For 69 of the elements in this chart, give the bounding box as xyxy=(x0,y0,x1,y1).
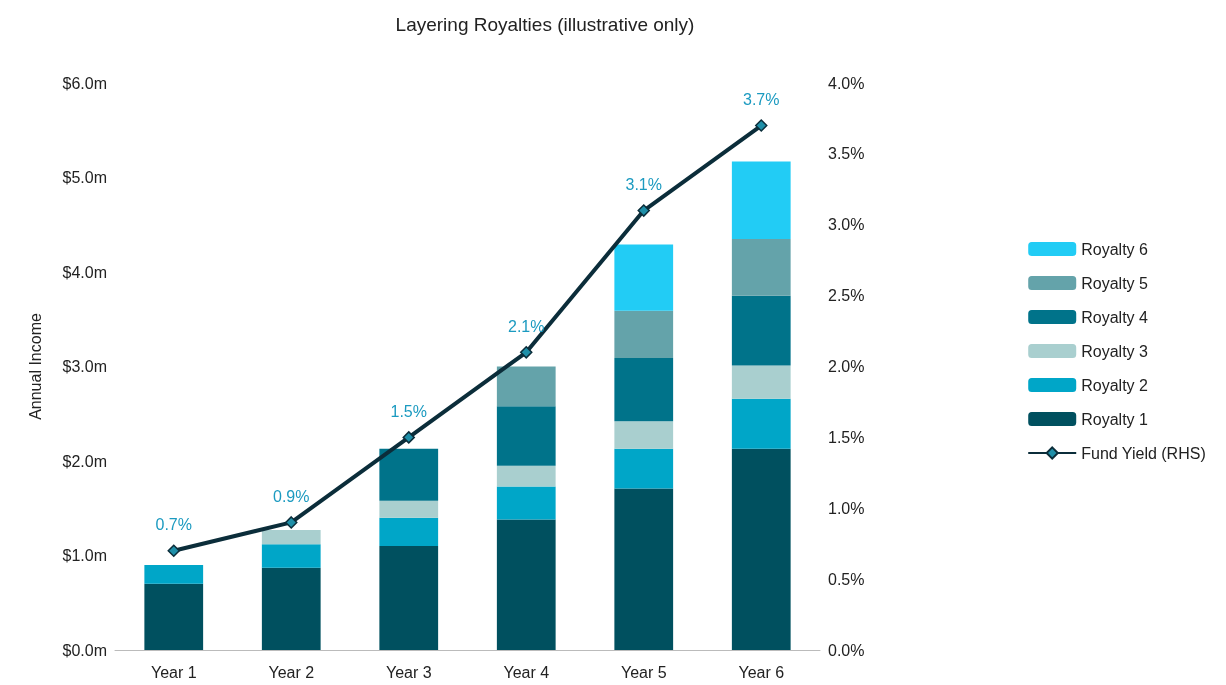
y-tick-label: $1.0m xyxy=(62,547,107,564)
bar xyxy=(614,358,674,422)
bar xyxy=(496,519,556,650)
bar xyxy=(261,544,321,568)
legend-label: Royalty 6 xyxy=(1081,240,1149,258)
y-axis-title: Annual Income xyxy=(26,313,44,420)
bar xyxy=(731,295,791,366)
bar xyxy=(379,546,439,650)
y-tick-label: $0.0m xyxy=(62,641,107,659)
legend-label: Royalty 5 xyxy=(1081,274,1149,292)
y2-tick-label: 3.5% xyxy=(828,145,865,163)
bar xyxy=(614,488,674,650)
y2-tick-label: 3.0% xyxy=(828,216,865,234)
y2-tick-label: 0.5% xyxy=(828,570,865,588)
bar xyxy=(144,564,204,584)
data-label: 3.1% xyxy=(625,175,662,193)
x-tick-label: Year 3 xyxy=(385,663,432,681)
y-tick-label: $5.0m xyxy=(62,169,107,186)
bar xyxy=(496,465,556,487)
x-tick-label: Year 1 xyxy=(150,663,197,681)
legend-label: Royalty 4 xyxy=(1081,308,1149,326)
y2-tick-label: 1.0% xyxy=(828,499,865,517)
bar xyxy=(731,448,791,650)
bar xyxy=(614,244,674,311)
legend-label: Royalty 2 xyxy=(1081,376,1149,394)
data-label: 3.7% xyxy=(743,90,780,108)
point xyxy=(520,346,533,359)
bar xyxy=(614,448,674,489)
data-label: 1.5% xyxy=(390,402,427,420)
bar xyxy=(379,500,439,518)
data-label: 0.9% xyxy=(273,487,310,505)
x-tick-label: Year 4 xyxy=(503,663,550,681)
data-label: 2.1% xyxy=(508,317,545,335)
point xyxy=(285,516,298,529)
y-tick-label: $6.0m xyxy=(62,74,107,92)
x-tick-label: Year 6 xyxy=(738,663,785,681)
bar xyxy=(261,529,321,545)
bar xyxy=(731,238,791,296)
y-tick-label: $3.0m xyxy=(62,358,107,375)
y2-tick-label: 4.0% xyxy=(828,74,865,92)
bar xyxy=(496,486,556,520)
legend-label: Fund Yield (RHS) xyxy=(1081,444,1206,462)
y2-tick-label: 1.5% xyxy=(828,428,865,446)
bar xyxy=(614,310,674,358)
bar xyxy=(496,406,556,466)
y2-tick-label: 0.0% xyxy=(828,641,865,659)
y2-tick-label: 2.5% xyxy=(828,287,865,305)
bar xyxy=(614,421,674,449)
bar xyxy=(261,567,321,650)
legend-label: Royalty 1 xyxy=(1081,410,1149,428)
point xyxy=(755,119,768,132)
point xyxy=(637,204,650,217)
bar xyxy=(144,583,204,650)
y-tick-label: $4.0m xyxy=(62,263,107,281)
chart-title: Layering Royalties (illustrative only) xyxy=(395,14,695,35)
y-tick-label: $2.0m xyxy=(62,452,107,470)
point xyxy=(167,544,180,558)
bar xyxy=(496,366,556,407)
x-tick-label: Year 2 xyxy=(268,663,315,681)
legend-label: Royalty 3 xyxy=(1081,342,1149,360)
data-label: 0.7% xyxy=(155,516,192,534)
point xyxy=(402,431,415,444)
bar xyxy=(379,517,439,547)
x-tick-label: Year 5 xyxy=(620,663,667,681)
y2-tick-label: 2.0% xyxy=(828,358,865,375)
bar xyxy=(731,365,791,399)
bar xyxy=(731,398,791,449)
bar xyxy=(731,161,791,239)
bar xyxy=(379,448,439,501)
